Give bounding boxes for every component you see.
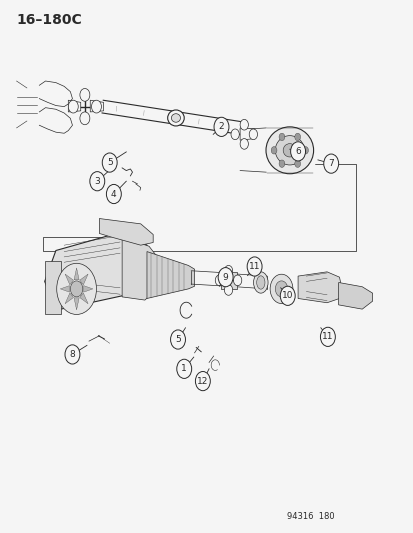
Polygon shape <box>297 272 341 303</box>
Polygon shape <box>74 268 79 280</box>
Text: 12: 12 <box>197 377 208 385</box>
Polygon shape <box>80 293 88 304</box>
Circle shape <box>70 281 83 297</box>
Text: 6: 6 <box>294 147 300 156</box>
Circle shape <box>90 172 104 191</box>
Polygon shape <box>338 282 372 309</box>
Polygon shape <box>240 128 254 140</box>
Ellipse shape <box>265 127 313 174</box>
Circle shape <box>170 330 185 349</box>
Circle shape <box>280 286 294 305</box>
Polygon shape <box>122 237 161 300</box>
Circle shape <box>195 372 210 391</box>
Text: 3: 3 <box>94 177 100 185</box>
Text: 8: 8 <box>69 350 75 359</box>
Circle shape <box>240 119 248 130</box>
Ellipse shape <box>167 110 184 126</box>
Text: 4: 4 <box>111 190 116 198</box>
Text: 7: 7 <box>328 159 333 168</box>
Circle shape <box>106 184 121 204</box>
Polygon shape <box>65 293 73 304</box>
Circle shape <box>224 285 232 295</box>
Polygon shape <box>83 286 93 292</box>
Polygon shape <box>90 100 103 112</box>
Circle shape <box>240 139 248 149</box>
Ellipse shape <box>282 144 296 157</box>
Text: 1: 1 <box>181 365 187 373</box>
Circle shape <box>302 147 308 154</box>
Circle shape <box>278 133 284 141</box>
Circle shape <box>271 147 276 154</box>
Circle shape <box>57 263 96 314</box>
Text: 11: 11 <box>248 262 260 271</box>
Circle shape <box>294 133 300 141</box>
Polygon shape <box>99 219 153 245</box>
Ellipse shape <box>275 136 304 165</box>
Text: 9: 9 <box>222 273 228 281</box>
Circle shape <box>80 88 90 101</box>
Text: 94316  180: 94316 180 <box>286 512 334 521</box>
Text: 11: 11 <box>321 333 333 341</box>
Polygon shape <box>74 298 79 310</box>
Circle shape <box>320 327 335 346</box>
Circle shape <box>233 275 241 286</box>
Text: 2: 2 <box>218 123 224 131</box>
Text: 5: 5 <box>175 335 180 344</box>
Polygon shape <box>221 272 236 289</box>
Polygon shape <box>147 252 194 298</box>
Circle shape <box>323 154 338 173</box>
Text: 16–180C: 16–180C <box>17 13 82 27</box>
Circle shape <box>278 160 284 167</box>
Circle shape <box>80 112 90 125</box>
Polygon shape <box>80 274 88 285</box>
Polygon shape <box>68 100 81 112</box>
Circle shape <box>65 345 80 364</box>
Circle shape <box>224 265 232 276</box>
Circle shape <box>176 359 191 378</box>
Circle shape <box>214 117 228 136</box>
Circle shape <box>249 129 257 140</box>
Text: 10: 10 <box>281 292 293 300</box>
Circle shape <box>102 153 117 172</box>
Circle shape <box>247 257 261 276</box>
Ellipse shape <box>253 272 268 293</box>
Ellipse shape <box>171 114 180 122</box>
Circle shape <box>294 160 300 167</box>
Polygon shape <box>45 232 149 310</box>
Circle shape <box>290 142 305 161</box>
Circle shape <box>218 268 233 287</box>
Circle shape <box>68 100 78 113</box>
Text: 5: 5 <box>107 158 112 167</box>
Ellipse shape <box>275 281 287 297</box>
Ellipse shape <box>256 276 264 289</box>
Ellipse shape <box>270 274 292 304</box>
Polygon shape <box>60 286 69 292</box>
Polygon shape <box>45 261 61 314</box>
Circle shape <box>91 100 101 113</box>
Polygon shape <box>65 274 73 285</box>
Circle shape <box>230 129 239 140</box>
Circle shape <box>215 275 223 286</box>
